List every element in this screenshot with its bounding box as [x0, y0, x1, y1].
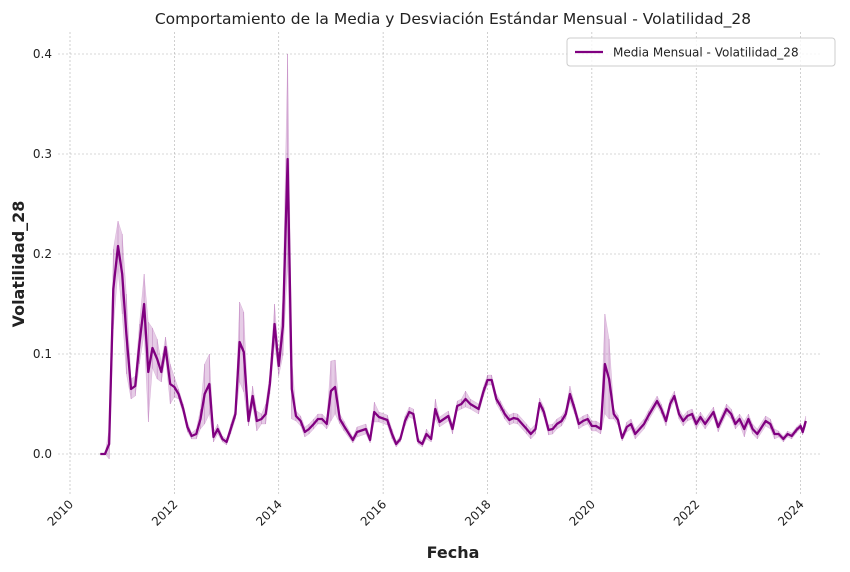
legend-box: [566, 37, 836, 67]
x-tick-label: 2010: [45, 497, 76, 528]
x-axis-label: Fecha: [427, 543, 480, 562]
x-tick-label: 2018: [462, 497, 493, 528]
std-band: [148, 321, 153, 423]
y-tick-label: 0.4: [33, 47, 52, 61]
x-tick-label: 2024: [775, 497, 806, 528]
y-tick-label: 0.3: [33, 147, 52, 161]
y-axis-label: Volatilidad_28: [9, 201, 28, 328]
std-band: [169, 363, 175, 405]
x-tick-label: 2016: [358, 497, 389, 528]
x-tick-label: 2020: [566, 497, 597, 528]
grid: 0.0 0.1 0.2 0.3 0.4 2010 2012 2014 2016 2018 2020 2…: [33, 32, 822, 529]
x-tick-label: 2014: [253, 497, 284, 528]
x-tick-label: 2022: [671, 497, 702, 528]
mean-line: [100, 157, 807, 456]
y-tick-label: 0.1: [33, 347, 52, 361]
y-tick-label: 0.2: [33, 247, 52, 261]
y-tick-label: 0.0: [33, 447, 52, 461]
x-tick-label: 2012: [149, 497, 180, 528]
legend: Media Mensual - Volatilidad_28: [566, 37, 836, 67]
legend-label: Media Mensual - Volatilidad_28: [613, 46, 799, 60]
chart-title: Comportamiento de la Media y Desviación …: [155, 10, 751, 29]
plot-area: [100, 53, 807, 460]
